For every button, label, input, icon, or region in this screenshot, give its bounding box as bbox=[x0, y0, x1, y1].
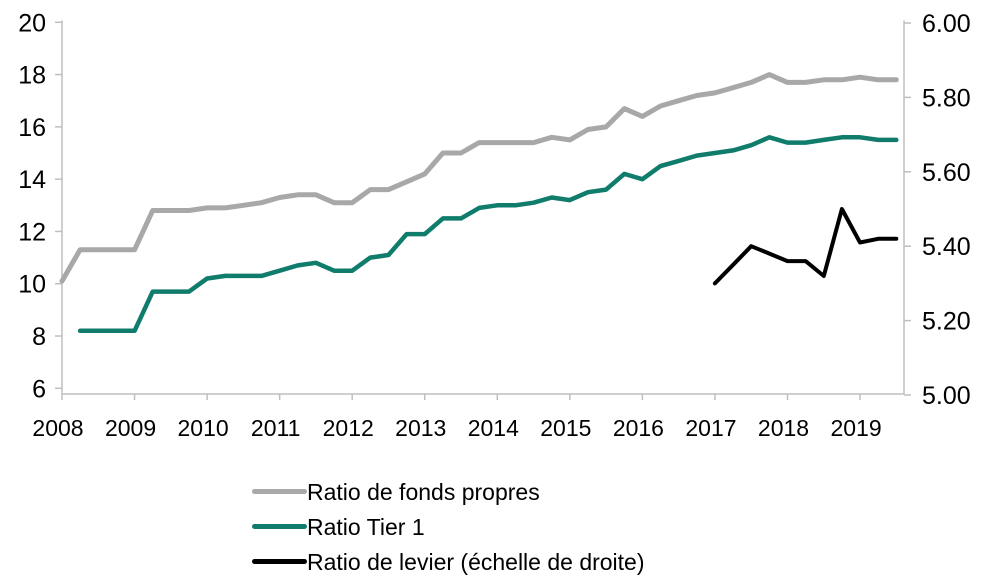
right-axis-tick-label: 5.40 bbox=[922, 233, 971, 261]
right-axis-tick-label: 5.60 bbox=[922, 159, 971, 187]
left-axis-tick-label: 18 bbox=[18, 62, 46, 90]
series-line-ratio-fonds-propres bbox=[59, 72, 899, 284]
left-axis-tick-label: 12 bbox=[18, 218, 46, 246]
legend-swatch-ratio-fonds-propres bbox=[252, 489, 307, 495]
legend-label-ratio-fonds-propres: Ratio de fonds propres bbox=[307, 479, 540, 505]
x-axis-year-label: 2009 bbox=[105, 415, 156, 441]
series-line-ratio-tier-1 bbox=[77, 135, 899, 334]
x-axis-year-label: 2013 bbox=[395, 415, 446, 441]
left-axis-tick-label: 16 bbox=[18, 114, 46, 142]
legend-label-ratio-tier-1: Ratio Tier 1 bbox=[307, 514, 425, 540]
x-axis-year-label: 2019 bbox=[830, 415, 881, 441]
solvency-chart-svg: 201816141210866.005.805.605.405.205.0020… bbox=[18, 9, 971, 441]
x-axis-year-label: 2011 bbox=[251, 415, 300, 441]
right-axis-tick-label: 5.00 bbox=[922, 382, 971, 410]
x-axis-year-label: 2014 bbox=[468, 415, 519, 441]
legend-item-ratio-fonds-propres: Ratio de fonds propres bbox=[252, 475, 989, 510]
x-axis-year-label: 2008 bbox=[32, 415, 83, 441]
right-axis-tick-label: 6.00 bbox=[922, 10, 971, 38]
legend-swatch-ratio-tier-1 bbox=[252, 524, 307, 530]
x-axis-year-label: 2017 bbox=[685, 415, 736, 441]
legend-item-ratio-de-levier: Ratio de levier (échelle de droite) bbox=[252, 545, 989, 580]
legend-swatch-ratio-de-levier bbox=[252, 559, 307, 565]
x-axis-year-label: 2016 bbox=[613, 415, 664, 441]
legend-item-ratio-tier-1: Ratio Tier 1 bbox=[252, 510, 989, 545]
x-axis-year-label: 2012 bbox=[323, 415, 374, 441]
x-axis-year-label: 2015 bbox=[540, 415, 591, 441]
right-axis-tick-label: 5.20 bbox=[922, 308, 971, 336]
legend-label-ratio-de-levier: Ratio de levier (échelle de droite) bbox=[307, 549, 645, 575]
right-axis-tick-label: 5.80 bbox=[922, 84, 971, 112]
chart-legend: Ratio de fonds propres Ratio Tier 1 Rati… bbox=[252, 475, 989, 580]
x-axis-year-label: 2010 bbox=[178, 415, 229, 441]
left-axis-tick-label: 10 bbox=[18, 271, 46, 299]
left-axis-tick-label: 14 bbox=[18, 166, 46, 194]
left-axis-tick-label: 20 bbox=[18, 9, 46, 37]
left-axis-tick-label: 8 bbox=[32, 323, 46, 351]
left-axis-tick-label: 6 bbox=[32, 375, 46, 403]
series-line-ratio-de-levier bbox=[712, 207, 899, 286]
x-axis-year-label: 2018 bbox=[758, 415, 809, 441]
